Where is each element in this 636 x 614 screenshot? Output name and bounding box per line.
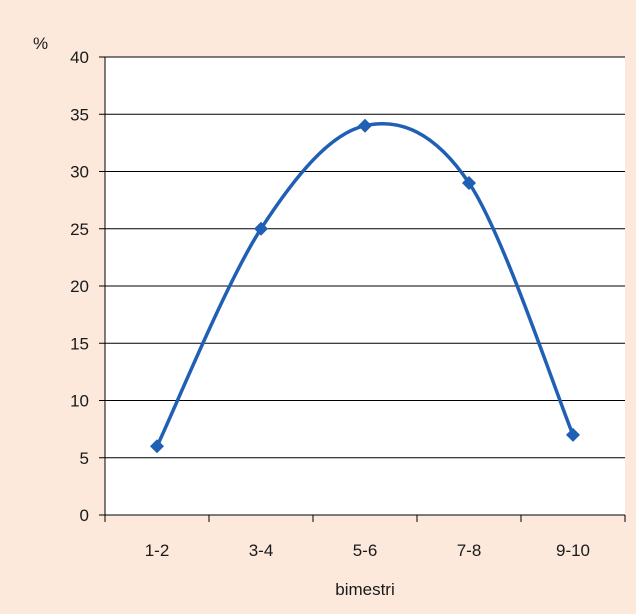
data-point — [150, 439, 164, 454]
y-tick-label: 30 — [70, 163, 89, 182]
x-tick-label: 7-8 — [457, 541, 482, 560]
data-point — [254, 221, 268, 236]
y-tick-label: 20 — [70, 277, 89, 296]
x-tick-label: 1-2 — [145, 541, 170, 560]
y-axis-label: % — [33, 34, 48, 53]
data-point — [358, 118, 372, 133]
x-tick-label: 3-4 — [249, 541, 274, 560]
x-axis-ticks: 1-2 3-4 5-6 7-8 9-10 — [104, 515, 626, 560]
y-tick-label: 40 — [70, 48, 89, 67]
y-tick-label: 10 — [70, 392, 89, 411]
y-tick-label: 5 — [80, 449, 89, 468]
series-layer — [150, 118, 580, 454]
y-tick-label: 15 — [70, 334, 89, 353]
data-point — [566, 427, 580, 442]
y-tick-label: 35 — [70, 105, 89, 124]
grid-lines — [105, 56, 625, 459]
y-axis-ticks: 0 5 10 15 20 25 30 35 40 — [70, 48, 105, 525]
y-tick-label: 0 — [80, 506, 89, 525]
x-tick-label: 9-10 — [556, 541, 590, 560]
data-point — [462, 175, 476, 190]
x-axis-label: bimestri — [335, 580, 395, 599]
x-tick-label: 5-6 — [353, 541, 378, 560]
y-tick-label: 25 — [70, 220, 89, 239]
